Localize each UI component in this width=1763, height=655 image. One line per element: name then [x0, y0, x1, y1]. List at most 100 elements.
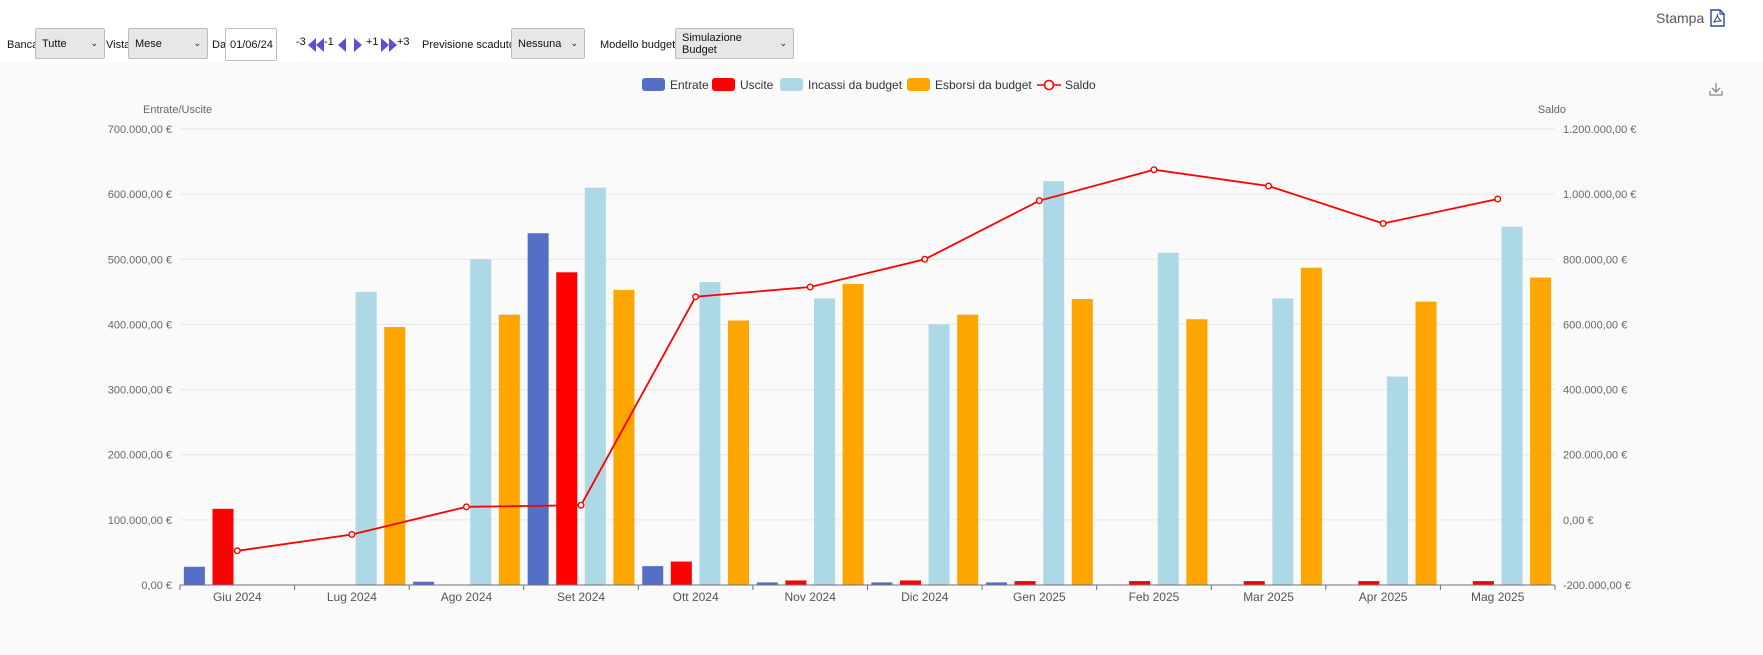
- triangle-right-icon[interactable]: [354, 38, 362, 52]
- bar-incassi-da-budget[interactable]: [699, 282, 721, 585]
- saldo-point[interactable]: [462, 503, 470, 511]
- y-tick-left: 200.000,00 €: [108, 450, 172, 462]
- legend-label: Entrate: [670, 78, 709, 92]
- bar-esborsi-da-budget[interactable]: [1530, 277, 1552, 585]
- x-tick-label: Mar 2025: [1243, 590, 1294, 604]
- bar-incassi-da-budget[interactable]: [928, 324, 950, 585]
- bar-esborsi-da-budget[interactable]: [1186, 319, 1208, 585]
- expired-forecast-value: Nessuna: [518, 37, 562, 50]
- bar-uscite[interactable]: [556, 272, 578, 585]
- bar-esborsi-da-budget[interactable]: [498, 314, 520, 585]
- bars-layer: [183, 181, 1552, 585]
- bar-incassi-da-budget[interactable]: [814, 298, 836, 585]
- bar-incassi-da-budget[interactable]: [355, 291, 377, 585]
- bar-uscite[interactable]: [212, 508, 234, 585]
- bar-incassi-da-budget[interactable]: [584, 187, 606, 585]
- saldo-point[interactable]: [1150, 166, 1158, 174]
- bar-esborsi-da-budget[interactable]: [384, 327, 406, 585]
- nav-plus3-label[interactable]: +3: [397, 36, 410, 48]
- bar-incassi-da-budget[interactable]: [1157, 252, 1179, 585]
- saldo-point[interactable]: [692, 293, 700, 301]
- legend-label: Incassi da budget: [808, 78, 903, 92]
- bar-entrate[interactable]: [756, 582, 778, 585]
- view-select[interactable]: Mese ⌄: [128, 28, 208, 59]
- legend-item-incassi-da-budget[interactable]: Incassi da budget: [780, 78, 903, 92]
- bar-uscite[interactable]: [785, 580, 807, 585]
- budget-model-label: Modello budget:: [600, 39, 679, 51]
- saldo-point[interactable]: [1379, 219, 1387, 227]
- bar-uscite[interactable]: [1243, 581, 1265, 585]
- saldo-point[interactable]: [1035, 197, 1043, 205]
- bar-esborsi-da-budget[interactable]: [1415, 301, 1437, 585]
- x-tick-label: Apr 2025: [1359, 590, 1408, 604]
- bar-entrate[interactable]: [413, 581, 435, 585]
- nav-minus3-label[interactable]: -3: [296, 36, 306, 48]
- bank-select[interactable]: Tutte ⌄: [35, 28, 105, 59]
- legend-item-esborsi-da-budget[interactable]: Esborsi da budget: [907, 78, 1032, 92]
- bar-incassi-da-budget[interactable]: [1501, 226, 1523, 585]
- saldo-point[interactable]: [577, 501, 585, 509]
- chevron-down-icon: ⌄: [193, 38, 201, 48]
- saldo-line: [237, 168, 1498, 552]
- bar-uscite[interactable]: [1358, 581, 1380, 585]
- bar-esborsi-da-budget[interactable]: [613, 289, 635, 585]
- legend-item-uscite[interactable]: Uscite: [712, 78, 774, 92]
- bar-entrate[interactable]: [527, 233, 549, 585]
- nav-minus1-label[interactable]: -1: [324, 36, 334, 48]
- y-tick-left: 700.000,00 €: [108, 124, 172, 136]
- triangle-left-icon[interactable]: [338, 38, 346, 52]
- y-tick-right: 600.000,00 €: [1563, 319, 1627, 331]
- x-tick-label: Dic 2024: [901, 590, 949, 604]
- saldo-point[interactable]: [233, 547, 241, 555]
- y-tick-left: 300.000,00 €: [108, 385, 172, 397]
- view-select-value: Mese: [135, 37, 162, 50]
- saldo-point[interactable]: [921, 255, 929, 263]
- saldo-point[interactable]: [1265, 182, 1273, 190]
- budget-chart: 0,00 € 100.000,00 € 200.000,00 € 300.000,00…: [108, 78, 1723, 604]
- x-tick-label: Feb 2025: [1129, 590, 1180, 604]
- from-date-input[interactable]: 01/06/24: [225, 28, 277, 61]
- double-triangle-right-icon[interactable]: [381, 38, 397, 52]
- chevron-down-icon: ⌄: [779, 38, 787, 48]
- bar-entrate[interactable]: [183, 566, 205, 585]
- bar-esborsi-da-budget[interactable]: [728, 320, 750, 585]
- bar-incassi-da-budget[interactable]: [1043, 181, 1065, 585]
- bar-esborsi-da-budget[interactable]: [1071, 299, 1093, 585]
- saldo-point[interactable]: [806, 283, 814, 291]
- bar-uscite[interactable]: [1472, 581, 1494, 585]
- x-tick-label: Mag 2025: [1471, 590, 1525, 604]
- y-tick-right: 800.000,00 €: [1563, 254, 1627, 266]
- x-tick-label: Gen 2025: [1013, 590, 1066, 604]
- bar-incassi-da-budget[interactable]: [1386, 376, 1408, 585]
- double-triangle-left-icon[interactable]: [308, 38, 324, 52]
- budget-model-select[interactable]: Simulazione Budget ⌄: [675, 28, 794, 59]
- bar-uscite[interactable]: [1014, 581, 1036, 585]
- x-tick-label: Lug 2024: [327, 590, 377, 604]
- bar-esborsi-da-budget[interactable]: [1300, 267, 1322, 585]
- saldo-point[interactable]: [348, 531, 356, 539]
- bar-entrate[interactable]: [871, 582, 893, 585]
- bar-entrate[interactable]: [985, 582, 1007, 585]
- saldo-point[interactable]: [1494, 195, 1502, 203]
- bar-uscite[interactable]: [1129, 581, 1151, 585]
- legend-item-saldo[interactable]: Saldo: [1037, 78, 1096, 92]
- bar-incassi-da-budget[interactable]: [470, 259, 492, 585]
- x-tick-label: Set 2024: [557, 590, 605, 604]
- expired-forecast-select[interactable]: Nessuna ⌄: [511, 28, 585, 59]
- bar-uscite[interactable]: [670, 561, 692, 585]
- bar-entrate[interactable]: [642, 566, 664, 585]
- bar-uscite[interactable]: [899, 580, 921, 585]
- print-button[interactable]: Stampa: [1656, 9, 1725, 27]
- y-axis-right-title: Saldo: [1538, 104, 1566, 116]
- legend-swatch: [907, 78, 930, 91]
- bar-esborsi-da-budget[interactable]: [842, 284, 864, 585]
- bar-incassi-da-budget[interactable]: [1272, 298, 1294, 585]
- grid-lines: [180, 128, 1555, 521]
- nav-plus1-label[interactable]: +1: [366, 36, 379, 48]
- legend-item-entrate[interactable]: Entrate: [642, 78, 709, 92]
- x-tick-label: Nov 2024: [785, 590, 837, 604]
- bar-esborsi-da-budget[interactable]: [957, 314, 979, 585]
- x-tick-label: Ago 2024: [441, 590, 493, 604]
- from-date-value: 01/06/24: [230, 38, 273, 51]
- download-icon[interactable]: [1709, 83, 1723, 96]
